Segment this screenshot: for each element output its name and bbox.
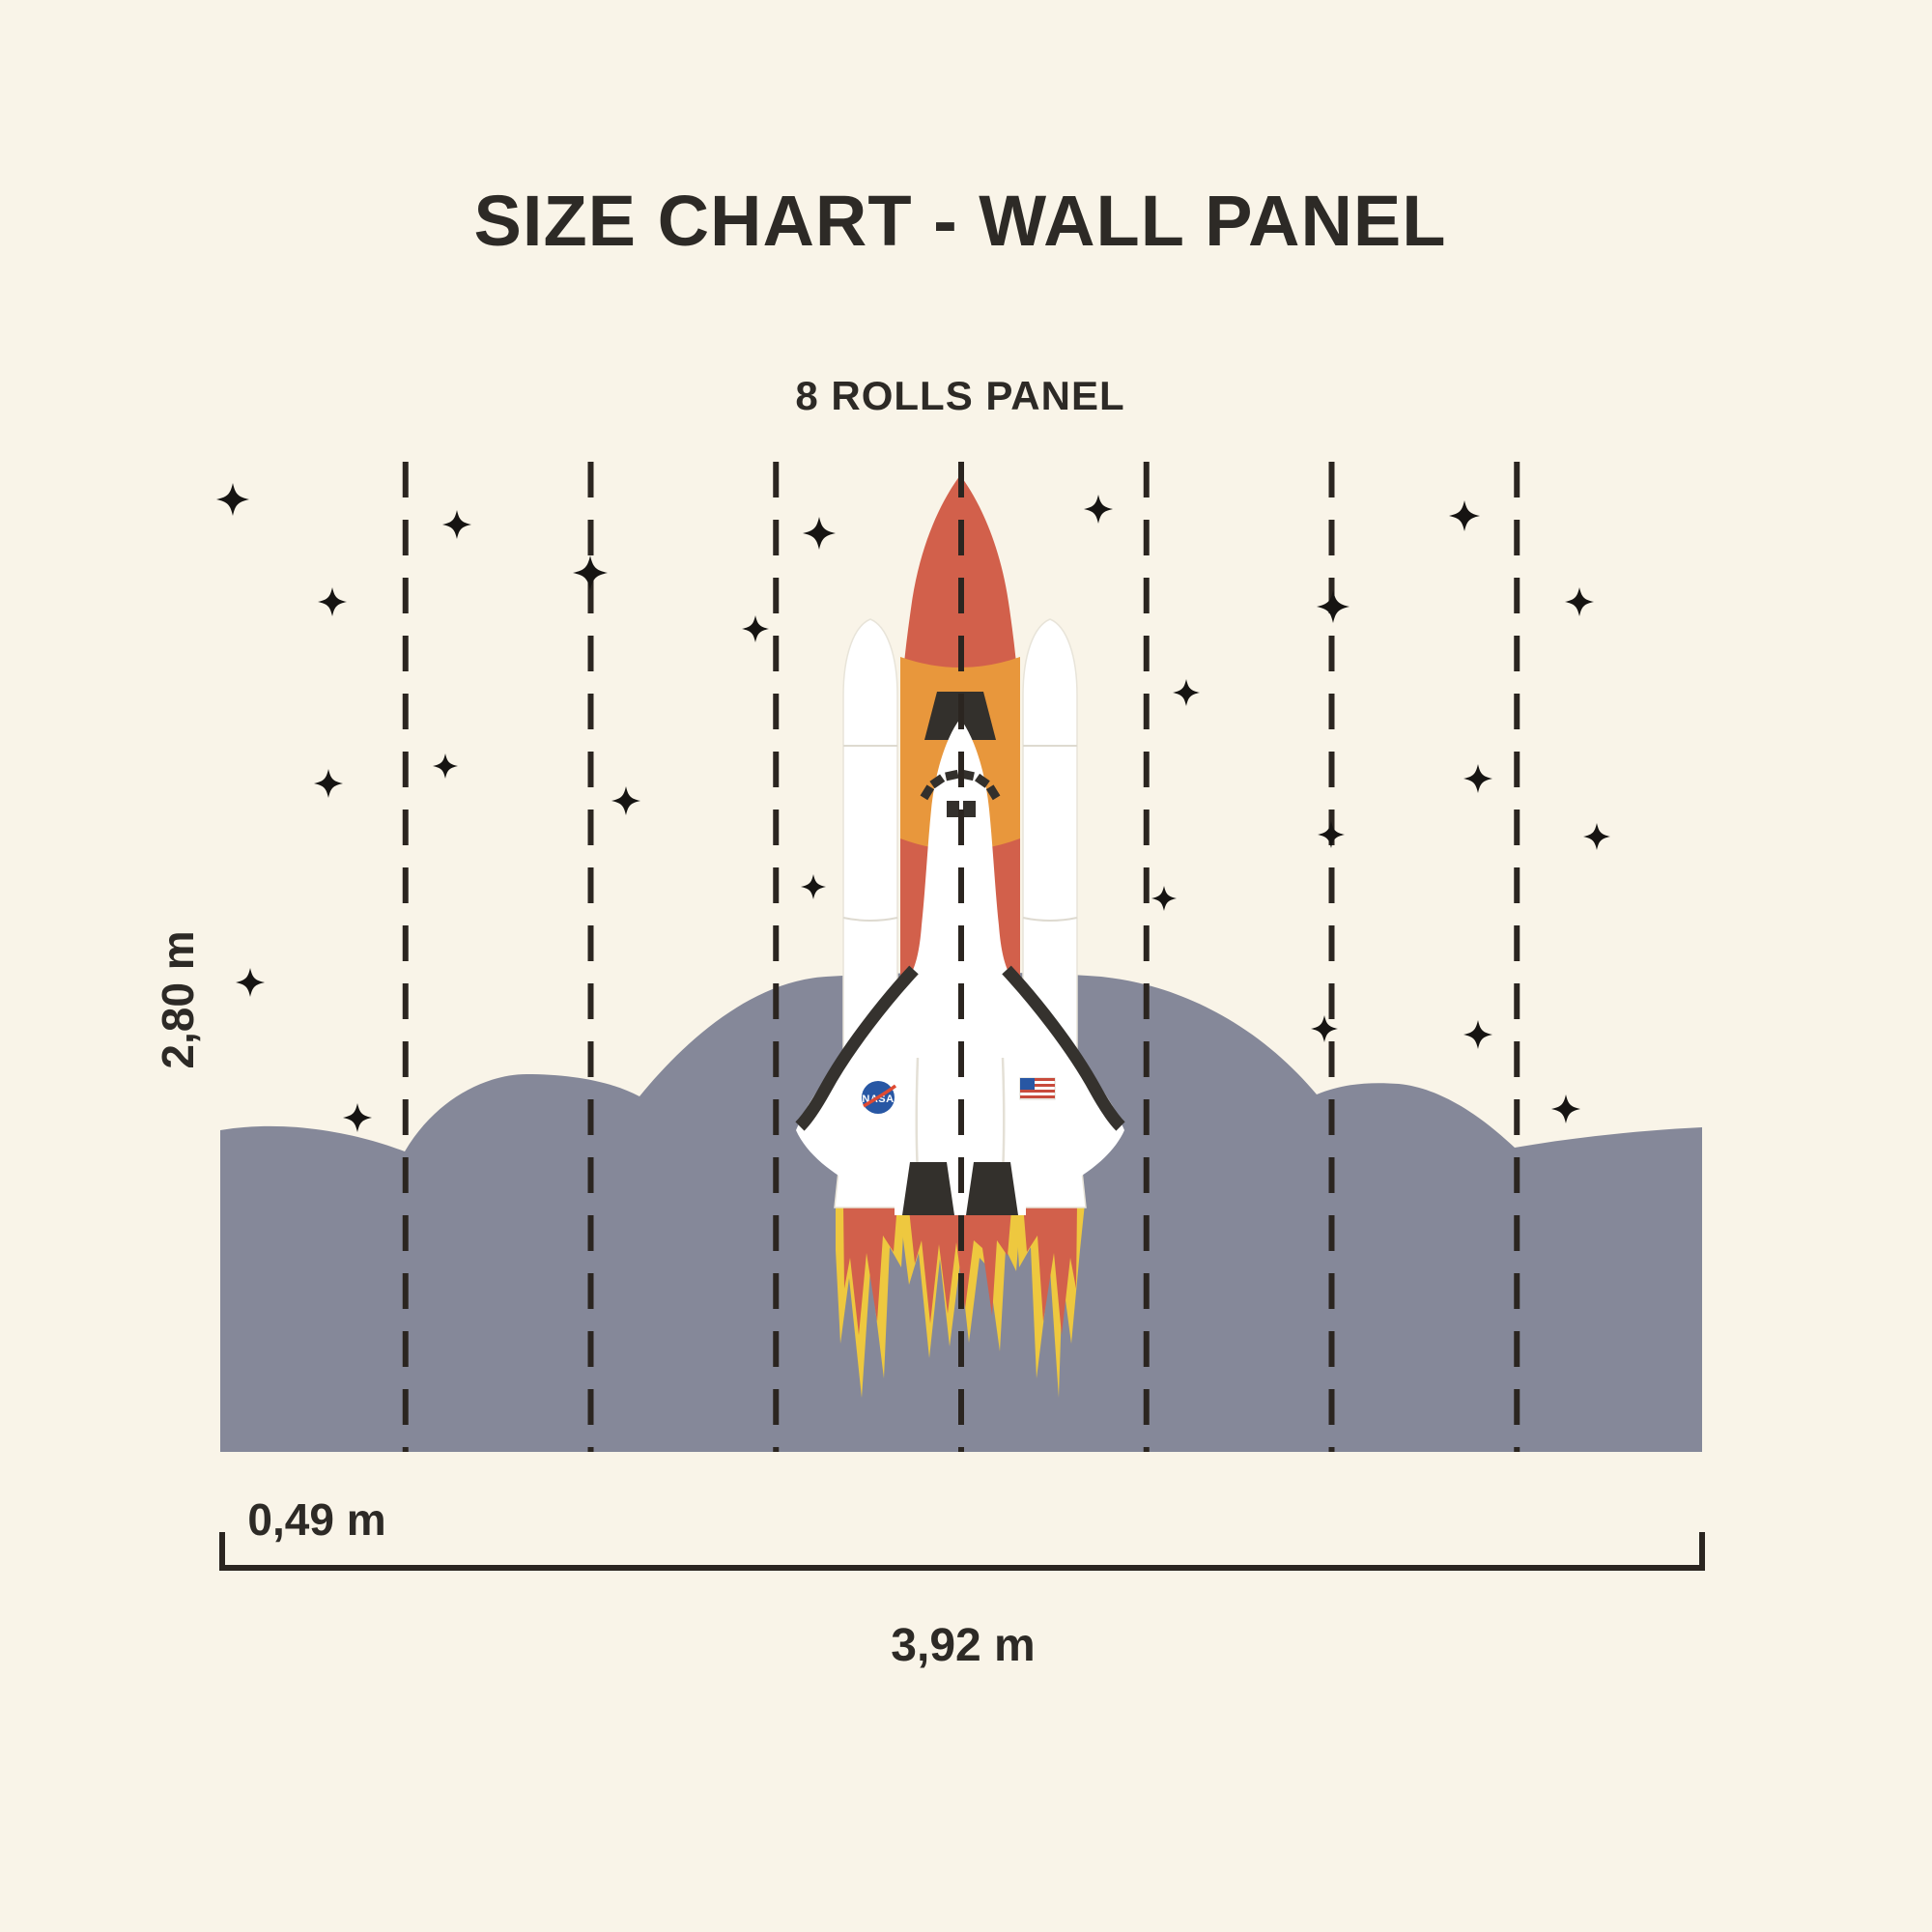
sparkle-star-icon	[611, 785, 641, 816]
sparkle-star-icon	[1583, 823, 1610, 850]
sparkle-star-icon	[1449, 500, 1480, 531]
flame-center-red	[909, 1209, 1011, 1323]
sparkle-star-icon	[802, 516, 837, 551]
sparkle-star-icon	[1463, 1019, 1493, 1050]
sparkle-star-icon	[215, 482, 250, 517]
roll-divider-lines	[402, 462, 1520, 1452]
sparkle-star-icon	[800, 873, 827, 900]
total-width-label: 3,92 m	[891, 1620, 1035, 1671]
page-title: SIZE CHART - WALL PANEL	[474, 181, 1447, 261]
flame-right-red	[1023, 1204, 1077, 1335]
star-field	[215, 482, 1610, 1133]
sparkle-star-icon	[1550, 1094, 1581, 1124]
sparkle-star-icon	[573, 555, 608, 590]
panel-height-label: 2,80 m	[153, 930, 203, 1068]
nasa-logo: NASA	[862, 1081, 897, 1114]
sparkle-star-icon	[742, 615, 769, 642]
sparkle-star-icon	[432, 753, 459, 780]
cockpit-windows	[920, 769, 1001, 817]
srb-seams	[842, 745, 1078, 922]
sparkle-star-icon	[313, 768, 344, 799]
sparkle-star-icon	[235, 967, 266, 998]
sparkle-star-icon	[342, 1102, 373, 1133]
wing-leading-edges	[795, 965, 1125, 1131]
sparkle-star-icon	[441, 509, 472, 540]
roll-width-label: 0,49 m	[247, 1494, 385, 1545]
sparkle-star-icon	[1173, 679, 1200, 706]
us-flag	[1019, 1077, 1056, 1100]
engine-nozzles	[902, 1162, 1018, 1215]
total-width-bracket	[219, 1532, 1705, 1571]
sparkle-star-icon	[1311, 1015, 1338, 1042]
sparkle-star-icon	[1151, 885, 1178, 912]
sparkle-star-icon	[1318, 821, 1345, 848]
flame-left-red	[843, 1204, 897, 1335]
sparkle-star-icon	[1463, 763, 1493, 794]
sparkle-star-icon	[1316, 589, 1350, 624]
panel-subtitle: 8 ROLLS PANEL	[795, 373, 1124, 418]
sparkle-star-icon	[1564, 586, 1595, 617]
sparkle-star-icon	[1083, 494, 1114, 525]
rocket-flames	[836, 1204, 1085, 1398]
sparkle-star-icon	[317, 586, 348, 617]
